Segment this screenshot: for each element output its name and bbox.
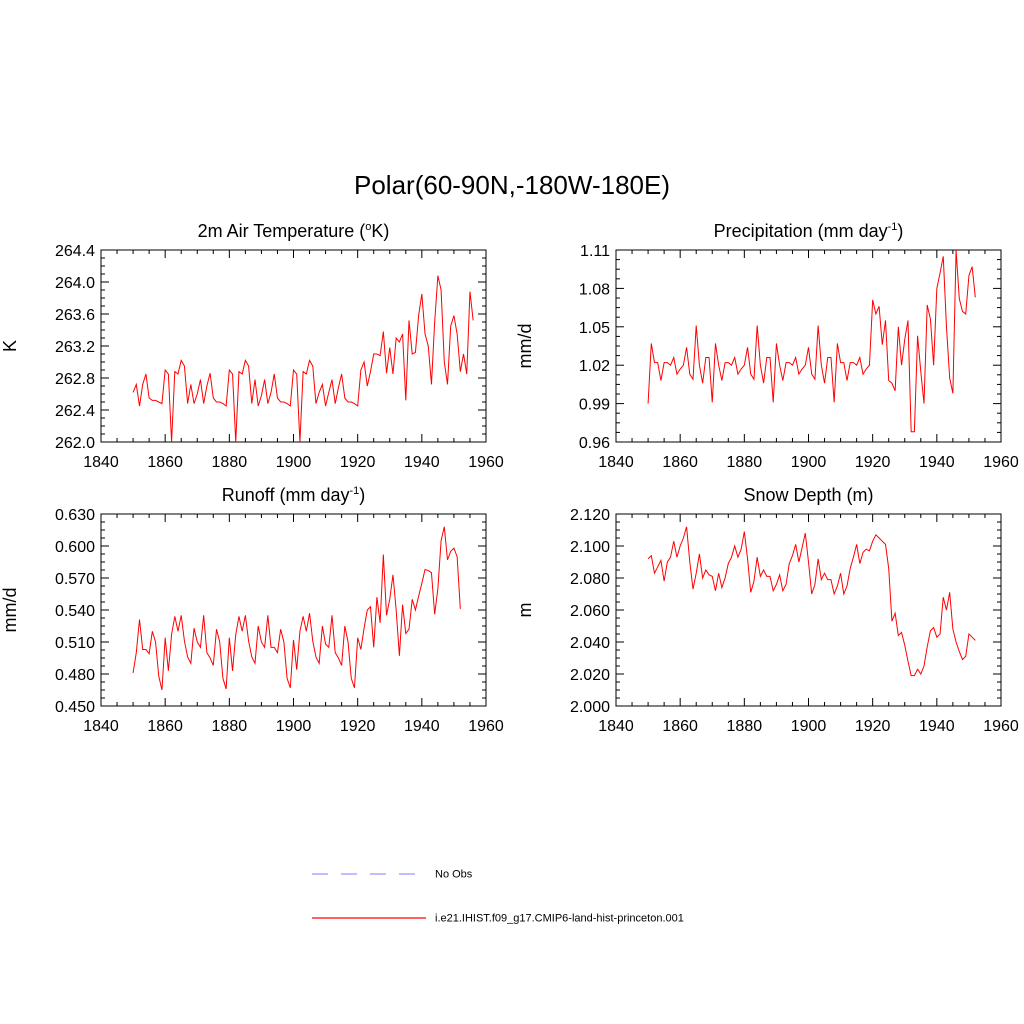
figure-title: Polar(60-90N,-180W-180E) [354, 170, 670, 200]
x-tick-label: 1880 [727, 454, 763, 471]
y-tick-label: 0.600 [55, 539, 95, 556]
x-tick-label: 1880 [212, 454, 248, 471]
y-tick-label: 2.020 [570, 667, 610, 684]
x-tick-label: 1960 [983, 454, 1019, 471]
panel-title: Snow Depth (m) [743, 485, 873, 505]
y-tick-label: 264.0 [55, 275, 95, 292]
x-tick-label: 1940 [919, 718, 955, 735]
y-tick-label: 2.060 [570, 603, 610, 620]
x-tick-label: 1920 [855, 454, 891, 471]
series-line [132, 526, 461, 691]
x-tick-label: 1860 [662, 454, 698, 471]
panel-1: 1840 1860 1880 1900 1920 1940 1960 0.96 0.99 1.02… [515, 221, 1019, 471]
x-tick-label: 1840 [598, 454, 634, 471]
y-tick-label: 0.450 [55, 699, 95, 716]
x-tick-label: 1860 [147, 718, 183, 735]
y-tick-label: 262.0 [55, 435, 95, 452]
panel-title: 2m Air Temperature (oK) [198, 221, 390, 241]
y-tick-label: 0.480 [55, 667, 95, 684]
x-tick-label: 1900 [791, 454, 827, 471]
x-tick-label: 1940 [404, 718, 440, 735]
panel-0: 1840 1860 1880 1900 1920 1940 1960 262.0 262.4 26… [0, 221, 504, 471]
x-tick-label: 1880 [727, 718, 763, 735]
y-tick-label: 1.08 [579, 281, 610, 298]
y-tick-label: 263.2 [55, 339, 95, 356]
x-tick-label: 1940 [919, 454, 955, 471]
x-tick-label: 1900 [276, 454, 312, 471]
x-tick-label: 1900 [276, 718, 312, 735]
x-tick-label: 1920 [340, 454, 376, 471]
y-tick-label: 0.540 [55, 603, 95, 620]
legend-label-no-obs: No Obs [435, 869, 473, 881]
series-line [647, 249, 976, 433]
series-line [132, 275, 474, 443]
x-tick-label: 1940 [404, 454, 440, 471]
y-tick-label: 262.4 [55, 403, 95, 420]
series-line [647, 526, 976, 677]
y-tick-label: 0.99 [579, 397, 610, 414]
legend: No Obs i.e21.IHIST.f09_g17.CMIP6-land-hi… [312, 869, 684, 925]
y-tick-label: 264.4 [55, 243, 95, 260]
plot-frame [615, 249, 1002, 443]
legend-label-model: i.e21.IHIST.f09_g17.CMIP6-land-hist-prin… [435, 913, 684, 925]
y-axis-label: m [515, 603, 535, 618]
y-tick-label: 0.510 [55, 635, 95, 652]
x-tick-label: 1900 [791, 718, 827, 735]
y-tick-label: 1.02 [579, 358, 610, 375]
panel-3: 1840 1860 1880 1900 1920 1940 1960 2.000 2.020 2.… [515, 485, 1019, 735]
y-tick-label: 263.6 [55, 307, 95, 324]
x-tick-label: 1840 [83, 454, 119, 471]
y-tick-label: 0.96 [579, 435, 610, 452]
y-tick-label: 2.100 [570, 539, 610, 556]
x-tick-label: 1860 [662, 718, 698, 735]
x-tick-label: 1860 [147, 454, 183, 471]
y-tick-label: 2.080 [570, 571, 610, 588]
x-tick-label: 1880 [212, 718, 248, 735]
x-tick-label: 1920 [855, 718, 891, 735]
y-tick-label: 1.05 [579, 320, 610, 337]
panels: 1840 1860 1880 1900 1920 1940 1960 262.0 262.4 26… [0, 221, 1019, 735]
y-axis-label: K [0, 340, 20, 352]
y-tick-label: 0.570 [55, 571, 95, 588]
y-tick-label: 2.040 [570, 635, 610, 652]
x-tick-label: 1920 [340, 718, 376, 735]
y-tick-label: 2.000 [570, 699, 610, 716]
y-tick-label: 0.630 [55, 507, 95, 524]
x-tick-label: 1960 [468, 454, 504, 471]
x-tick-label: 1960 [983, 718, 1019, 735]
panel-title: Precipitation (mm day-1) [714, 221, 904, 241]
y-tick-label: 2.120 [570, 507, 610, 524]
x-tick-label: 1840 [83, 718, 119, 735]
y-axis-label: mm/d [0, 588, 20, 633]
x-tick-label: 1960 [468, 718, 504, 735]
panel-2: 1840 1860 1880 1900 1920 1940 1960 0.450 0.480 0.… [0, 485, 504, 735]
y-axis-label: mm/d [515, 324, 535, 369]
y-tick-label: 1.11 [580, 243, 610, 260]
x-tick-label: 1840 [598, 718, 634, 735]
y-tick-label: 262.8 [55, 371, 95, 388]
panel-title: Runoff (mm day-1) [222, 485, 366, 505]
